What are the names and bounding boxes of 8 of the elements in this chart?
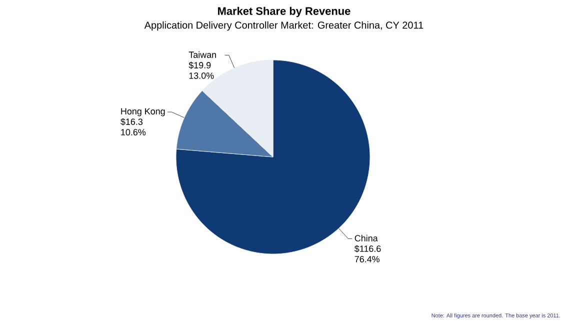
data-label: $16.3 10.6% [120, 118, 146, 136]
data-label: $19.9 13.0% [188, 62, 214, 79]
slice-label: Hong Kong [121, 108, 165, 116]
slice-label: Taiwan [188, 51, 216, 58]
slice-label: China [354, 234, 378, 242]
data-label: $116.6 76.4% [354, 245, 381, 262]
chart-title: Market Share by Revenue [218, 6, 350, 18]
chart-subtitle: Application Delivery Controller Market: Greater China, CY 2011 [144, 21, 424, 31]
